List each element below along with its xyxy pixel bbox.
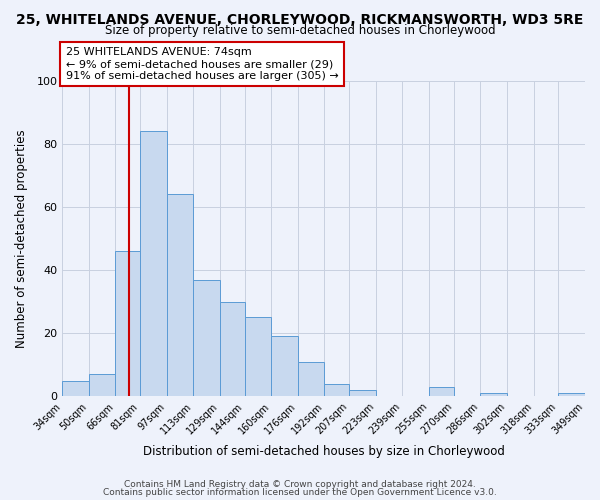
Bar xyxy=(220,302,245,396)
Bar xyxy=(140,131,167,396)
Bar xyxy=(481,393,507,396)
Bar xyxy=(115,251,140,396)
Text: Contains public sector information licensed under the Open Government Licence v3: Contains public sector information licen… xyxy=(103,488,497,497)
X-axis label: Distribution of semi-detached houses by size in Chorleywood: Distribution of semi-detached houses by … xyxy=(143,444,505,458)
Bar xyxy=(193,280,220,396)
Text: Contains HM Land Registry data © Crown copyright and database right 2024.: Contains HM Land Registry data © Crown c… xyxy=(124,480,476,489)
Bar xyxy=(245,318,271,396)
Y-axis label: Number of semi-detached properties: Number of semi-detached properties xyxy=(15,129,28,348)
Bar xyxy=(559,393,585,396)
Bar xyxy=(89,374,115,396)
Text: 25 WHITELANDS AVENUE: 74sqm
← 9% of semi-detached houses are smaller (29)
91% of: 25 WHITELANDS AVENUE: 74sqm ← 9% of semi… xyxy=(65,48,338,80)
Bar xyxy=(349,390,376,396)
Bar xyxy=(298,362,325,396)
Bar xyxy=(325,384,349,396)
Bar xyxy=(167,194,193,396)
Bar xyxy=(271,336,298,396)
Bar xyxy=(429,387,454,396)
Bar xyxy=(62,380,89,396)
Text: 25, WHITELANDS AVENUE, CHORLEYWOOD, RICKMANSWORTH, WD3 5RE: 25, WHITELANDS AVENUE, CHORLEYWOOD, RICK… xyxy=(16,12,584,26)
Text: Size of property relative to semi-detached houses in Chorleywood: Size of property relative to semi-detach… xyxy=(104,24,496,37)
